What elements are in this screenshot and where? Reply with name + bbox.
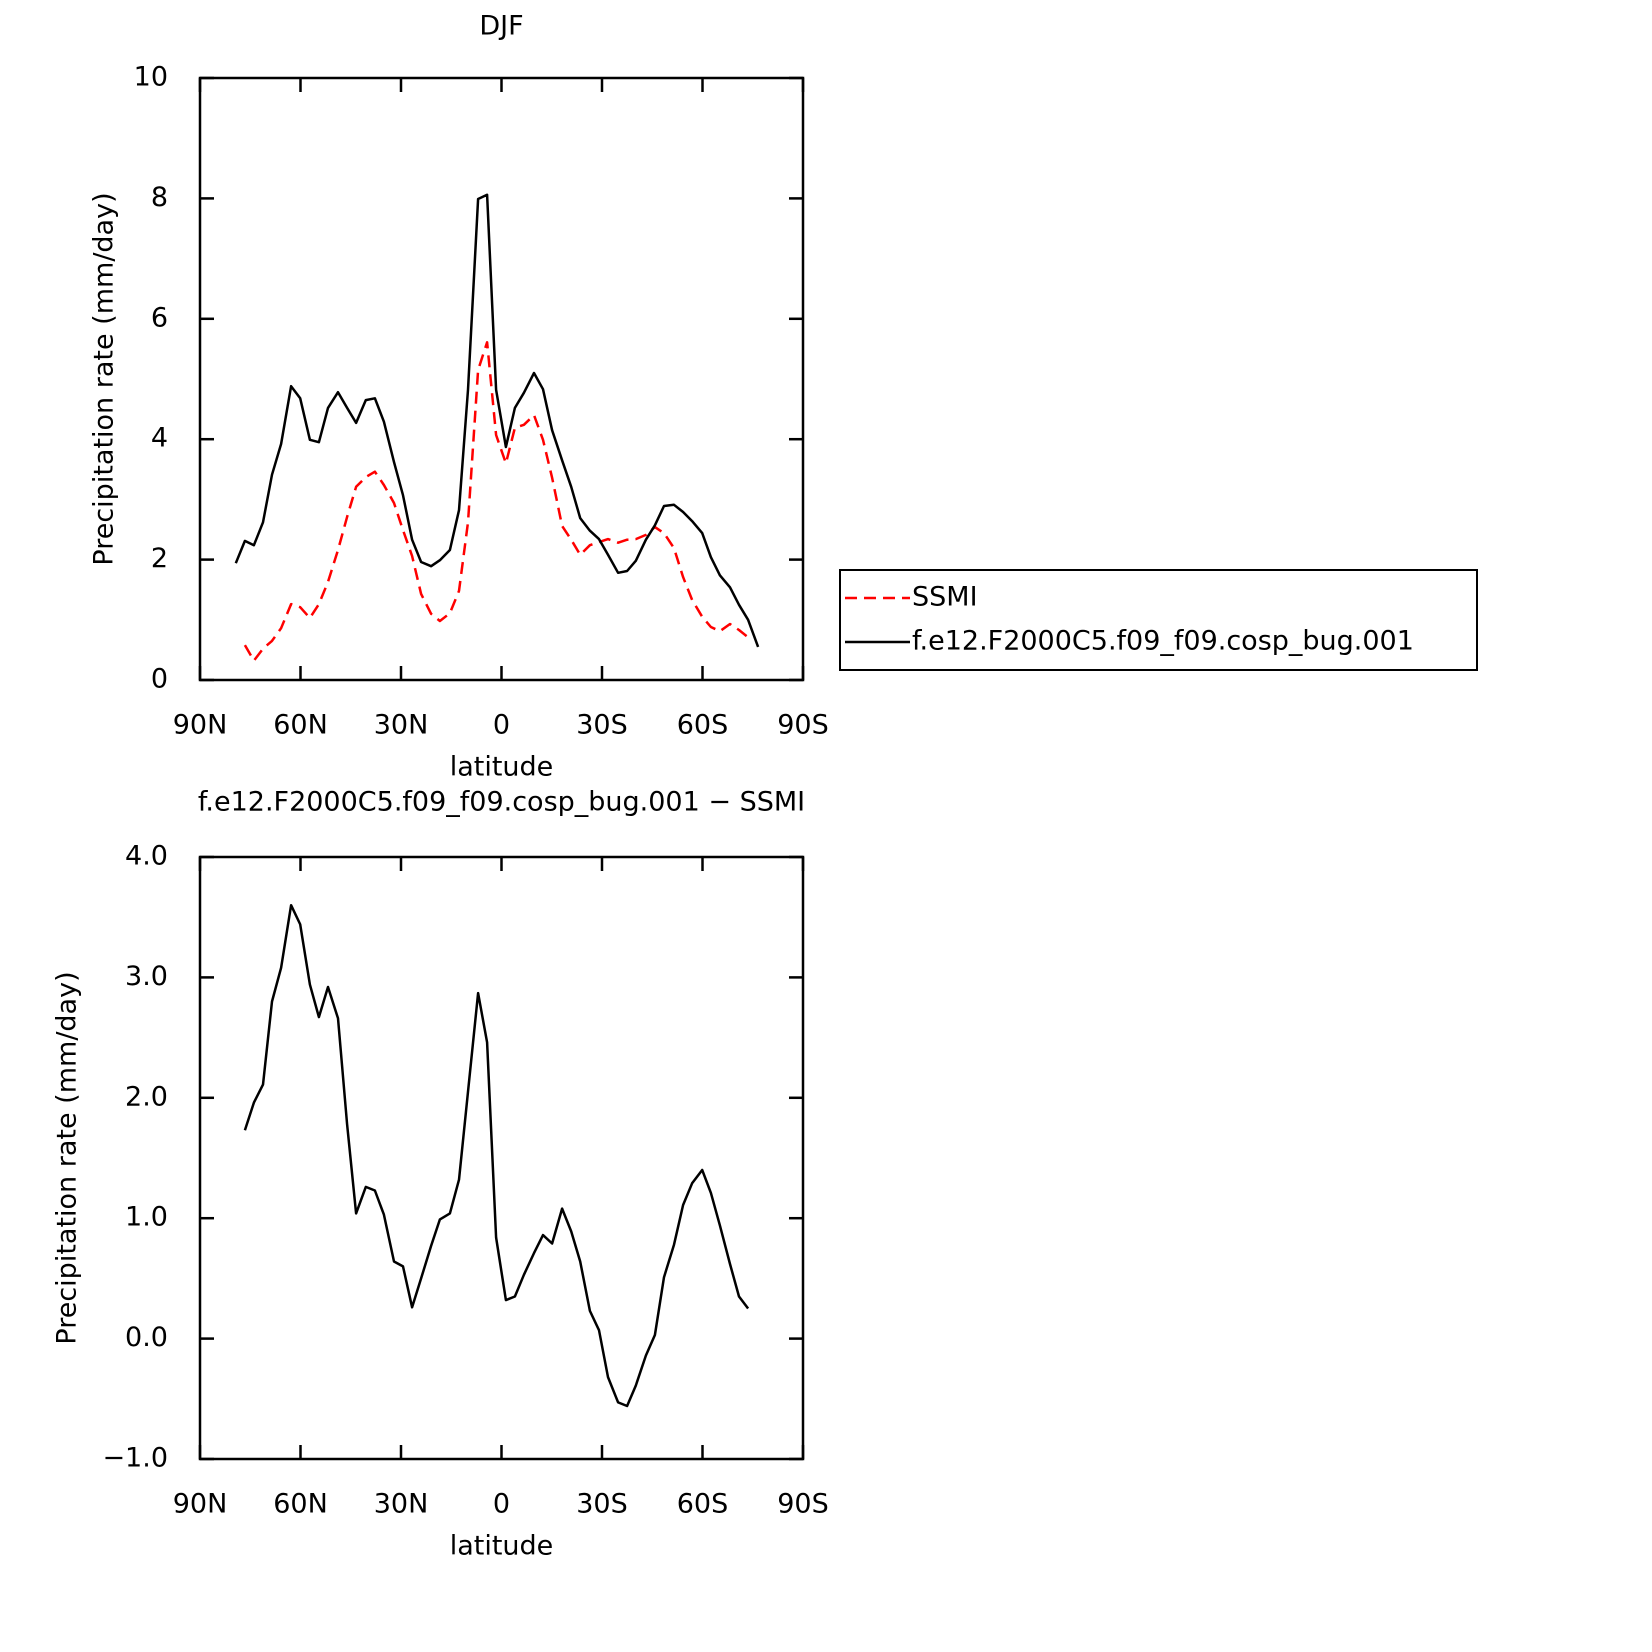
y-tick-label: 3.0: [125, 961, 168, 992]
data-line: [243, 341, 749, 662]
x-tick-label: 0: [493, 1489, 510, 1520]
plot-frame: [198, 855, 805, 1461]
x-tick-label: 30S: [576, 1489, 628, 1520]
x-tick-label: 30N: [374, 710, 429, 741]
legend-box: [839, 569, 1478, 671]
y-tick-label: 2.0: [125, 1081, 168, 1112]
plot-frame: [198, 76, 805, 682]
x-tick-label: 90N: [173, 710, 228, 741]
y-tick-label: 0: [151, 664, 168, 695]
y-tick-label: 1.0: [125, 1202, 168, 1233]
chart-title: f.e12.F2000C5.f09_f09.cosp_bug.001 − SSM…: [198, 787, 805, 818]
legend-label: f.e12.F2000C5.f09_f09.cosp_bug.001: [912, 626, 1414, 657]
y-axis-label: Precipitation rate (mm/day): [52, 971, 83, 1344]
x-tick-label: 0: [493, 710, 510, 741]
x-tick-label: 90S: [777, 710, 829, 741]
x-axis-label: latitude: [450, 752, 554, 783]
y-tick-label: 4.0: [125, 841, 168, 872]
x-tick-label: 60N: [273, 1489, 328, 1520]
y-tick-label: 10: [134, 62, 168, 93]
legend-label: SSMI: [912, 582, 978, 613]
x-tick-label: 30S: [576, 710, 628, 741]
x-tick-label: 60S: [677, 710, 729, 741]
data-line: [234, 193, 760, 648]
x-tick-label: 30N: [374, 1489, 429, 1520]
x-tick-label: 60S: [677, 1489, 729, 1520]
y-tick-label: 4: [151, 423, 168, 454]
y-tick-label: 2: [151, 543, 168, 574]
x-tick-label: 90S: [777, 1489, 829, 1520]
x-tick-label: 60N: [273, 710, 328, 741]
y-tick-label: 8: [151, 182, 168, 213]
y-tick-label: −1.0: [102, 1443, 168, 1474]
data-line: [243, 903, 750, 1408]
x-axis-label: latitude: [450, 1531, 554, 1562]
y-tick-label: 0.0: [125, 1322, 168, 1353]
x-tick-label: 90N: [173, 1489, 228, 1520]
y-tick-label: 6: [151, 302, 168, 333]
y-axis-label: Precipitation rate (mm/day): [89, 192, 120, 565]
chart-title: DJF: [479, 11, 523, 42]
